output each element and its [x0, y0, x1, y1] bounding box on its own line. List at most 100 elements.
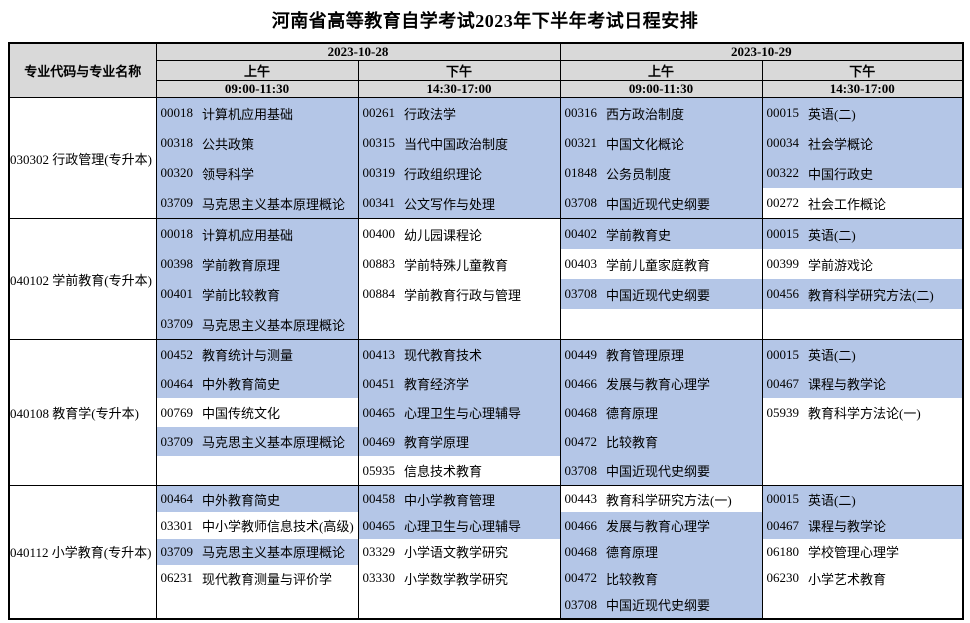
course-code: 00884 [362, 286, 396, 301]
exam-schedule-table: 专业代码与专业名称 2023-10-28 2023-10-29 上午 下午 上午… [8, 42, 965, 620]
course-code: 00464 [160, 491, 194, 507]
course-name: 中外教育简史 [202, 492, 281, 508]
major-name-cell: 040108 教育学(专升本) [8, 339, 157, 486]
course-name: 马克思主义基本原理概论 [202, 545, 346, 561]
course-code: 00034 [766, 135, 800, 150]
course-code: 03708 [564, 462, 598, 478]
course-item: 03709 马克思主义基本原理概论 [156, 188, 358, 218]
course-item: 00018 计算机应用基础 [156, 219, 358, 249]
course-name: 教育科学研究方法(一) [606, 492, 732, 508]
course-item: 00472 比较教育 [560, 427, 762, 456]
course-code: 00465 [362, 404, 396, 420]
session-courses-cell: 00449 教育管理原理 00466 发展与教育心理学 00468 德育原理 00472 比较… [559, 339, 763, 486]
course-name: 马克思主义基本原理概论 [202, 196, 346, 212]
course-code: 00465 [362, 517, 396, 533]
course-code: 06231 [160, 570, 194, 586]
course-code: 00451 [362, 375, 396, 391]
course-code: 03708 [564, 195, 598, 210]
session-courses-cell: 00015 英语(二) 00034 社会学概论 00322 中国行政史 00272 社会工作概… [761, 97, 964, 219]
course-name: 英语(二) [808, 492, 856, 508]
course-name: 幼儿园课程论 [404, 227, 483, 243]
major-column-header: 专业代码与专业名称 [8, 42, 157, 98]
course-item: 00468 德育原理 [560, 398, 762, 427]
course-code: 00403 [564, 256, 598, 271]
course-item: 00316 西方政治制度 [560, 98, 762, 128]
course-item: 06231 现代教育测量与评价学 [157, 565, 358, 591]
course-code: 03708 [564, 286, 598, 301]
course-item: 00261 行政法学 [358, 98, 560, 128]
course-code: 03709 [160, 195, 194, 210]
course-code: 00341 [362, 195, 396, 210]
table-body: 030302 行政管理(专升本) 00018 计算机应用基础 00318 公共政策 003… [8, 97, 964, 620]
table-row: 040102 学前教育(专升本) 00018 计算机应用基础 00398 学前教育原理 0… [8, 218, 964, 340]
course-name: 行政组织理论 [404, 166, 483, 182]
course-name: 公文写作与处理 [404, 196, 496, 212]
course-item: 00403 学前儿童家庭教育 [561, 249, 762, 279]
course-name: 学前儿童家庭教育 [606, 257, 711, 273]
course-code: 00399 [766, 256, 800, 271]
course-name: 小学艺术教育 [808, 571, 887, 587]
course-code: 03330 [362, 570, 396, 586]
course-item: 00465 心理卫生与心理辅导 [358, 512, 560, 539]
course-item: 00466 发展与教育心理学 [560, 369, 762, 398]
course-code: 03709 [160, 316, 194, 331]
course-item: 03329 小学语文教学研究 [359, 539, 560, 565]
course-name: 英语(二) [808, 227, 856, 243]
course-item: 00399 学前游戏论 [763, 249, 963, 279]
course-code: 00466 [564, 517, 598, 533]
session-header-oct29-pm: 下午 [761, 60, 964, 81]
session-courses-cell: 00018 计算机应用基础 00318 公共政策 00320 领导科学 03709 马克思主义… [155, 97, 359, 219]
course-name: 中国行政史 [808, 166, 874, 182]
course-item: 00402 学前教育史 [560, 219, 762, 249]
course-name: 教育经济学 [404, 377, 470, 392]
header-row-dates: 专业代码与专业名称 2023-10-28 2023-10-29 [8, 42, 964, 98]
course-item: 00466 发展与教育心理学 [560, 512, 762, 539]
course-name: 计算机应用基础 [202, 227, 294, 243]
course-name: 当代中国政治制度 [404, 136, 509, 152]
course-code: 03709 [160, 543, 194, 559]
course-code: 00316 [564, 105, 598, 120]
course-item: 00315 当代中国政治制度 [358, 128, 560, 158]
course-name: 小学数学教学研究 [404, 571, 509, 587]
course-name: 发展与教育心理学 [606, 377, 711, 392]
session-header-oct29-am: 上午 [559, 60, 763, 81]
course-code: 00315 [362, 135, 396, 150]
course-code: 00472 [564, 433, 598, 449]
course-item: 00413 现代教育技术 [358, 340, 560, 369]
course-item: 00449 教育管理原理 [560, 340, 762, 369]
course-code: 06230 [766, 570, 800, 586]
course-code: 00321 [564, 135, 598, 150]
course-item: 00456 教育科学研究方法(二) [762, 279, 963, 309]
course-code: 00443 [564, 491, 598, 507]
course-name: 教育科学研究方法(二) [808, 287, 934, 303]
course-item: 03709 马克思主义基本原理概论 [156, 427, 358, 456]
course-code: 05939 [766, 404, 800, 420]
course-name: 比较教育 [606, 435, 659, 450]
course-item: 03709 马克思主义基本原理概论 [156, 309, 358, 339]
session-courses-cell: 00261 行政法学 00315 当代中国政治制度 00319 行政组织理论 00341 公文… [357, 97, 561, 219]
course-item: 03708 中国近现代史纲要 [560, 188, 762, 218]
session-courses-cell: 00316 西方政治制度 00321 中国文化概论 01848 公务员制度 03708 中国近… [559, 97, 763, 219]
exam-schedule-page: 河南省高等教育自学考试2023年下半年考试日程安排 专业代码与专业名称 2023… [0, 9, 970, 620]
course-code: 03709 [160, 433, 194, 449]
course-code: 00322 [766, 165, 800, 180]
course-name: 心理卫生与心理辅导 [404, 519, 522, 535]
course-code: 00401 [160, 286, 194, 301]
course-name: 小学语文教学研究 [404, 545, 509, 561]
course-item: 00018 计算机应用基础 [156, 98, 358, 128]
course-code: 00398 [160, 256, 194, 271]
session-courses-cell: 00400 幼儿园课程论 00883 学前特殊儿童教育 00884 学前教育行政与管理 [357, 218, 561, 340]
table-row: 030302 行政管理(专升本) 00018 计算机应用基础 00318 公共政策 003… [8, 97, 964, 219]
session-courses-cell: 00015 英语(二) 00467 课程与教学论 06180 学校管理心理学 06230 小学… [761, 484, 964, 620]
course-name: 信息技术教育 [404, 464, 483, 479]
course-code: 00015 [766, 105, 800, 120]
course-code: 00015 [766, 346, 800, 362]
course-name: 发展与教育心理学 [606, 519, 711, 535]
course-name: 学前教育行政与管理 [404, 287, 522, 303]
course-item: 00318 公共政策 [156, 128, 358, 158]
session-courses-cell: 00413 现代教育技术 00451 教育经济学 00465 心理卫生与心理辅导 00469… [357, 339, 561, 486]
course-code: 00452 [160, 346, 194, 362]
course-name: 英语(二) [808, 106, 856, 122]
course-item: 06230 小学艺术教育 [763, 565, 963, 591]
course-code: 06180 [766, 543, 800, 559]
